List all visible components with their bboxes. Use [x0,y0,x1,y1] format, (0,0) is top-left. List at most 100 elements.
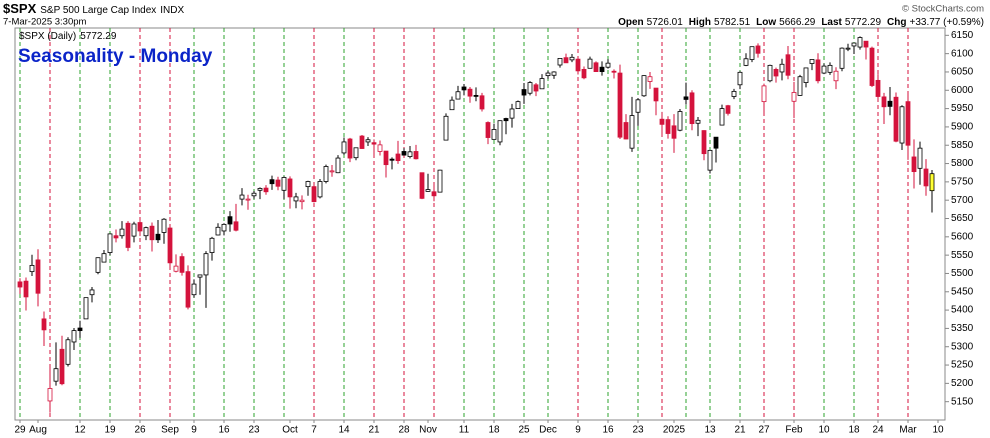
candle-body [515,101,521,109]
y-tick-label: 5300 [951,341,974,352]
candle-body [29,264,35,273]
candle-body [791,92,797,102]
candle-body [53,368,59,382]
candle-body [227,216,233,225]
candle-body [803,67,809,83]
candle-body [335,157,341,174]
x-tick-label: 28 [398,425,410,436]
candle-body [833,70,839,82]
x-tick-label: 26 [134,425,146,436]
candle-body [167,227,173,264]
candle-body [527,82,533,94]
candle-body [329,170,335,173]
x-tick-label: Mar [899,425,917,436]
candle-body [707,149,713,171]
candle-body [419,172,425,199]
candle-body [809,59,815,64]
candle-body [365,139,371,143]
candle-body [473,95,479,97]
candle-body [35,259,41,294]
candle-body [821,65,827,74]
candle-body [203,253,209,276]
candle-body [101,253,107,263]
x-tick-label: Nov [419,425,437,436]
candle-body [173,265,179,272]
candle-body [623,122,629,140]
y-tick-label: 5850 [951,140,974,151]
x-tick-label: 10 [932,425,944,436]
candle-body [287,178,293,198]
candle-body [773,68,779,77]
candle-body [785,54,791,76]
candle-body [485,122,491,138]
y-tick-label: 6150 [951,30,974,41]
candle-body [509,108,515,119]
candle-body [545,72,551,77]
candle-body [443,115,449,141]
candle-body [761,85,767,103]
candle-body [221,223,227,232]
candle-body [347,138,353,159]
y-tick-label: 5400 [951,305,974,316]
candle-body [239,194,245,200]
candle-body [383,150,389,166]
chg-value: +33.77 (+0.59%) [910,17,985,28]
candle-body [17,281,23,288]
candle-body [665,119,671,134]
x-tick-label: 23 [248,425,260,436]
candle-body [635,99,641,113]
candle-body [767,64,773,82]
candle-body [491,129,497,140]
candle-body [611,70,617,73]
candle-body [905,101,911,146]
candle-body [161,218,167,233]
legend: $SPX (Daily) 5772.29 [19,31,117,42]
candle-body [215,226,221,236]
candle-body [293,196,299,202]
candle-body [605,62,611,68]
candle-body [695,119,701,124]
candle-body [683,96,689,100]
high-value: 5782.51 [714,17,751,28]
candle-body [647,76,653,82]
candle-body [671,125,677,139]
legend-last: 5772.29 [80,31,117,42]
x-tick-label: 29 [14,425,26,436]
x-tick-label: 9 [575,425,581,436]
x-tick-label: 27 [758,425,770,436]
y-tick-label: 6000 [951,85,974,96]
candle-body [401,151,407,156]
x-tick-label: 16 [218,425,230,436]
candle-body [731,90,737,97]
candle-body [581,68,587,79]
x-tick-label: 23 [632,425,644,436]
candle-body [737,71,743,86]
candle-body [719,108,725,126]
candle-body [137,222,143,232]
candle-body [659,118,665,125]
y-tick-label: 5500 [951,268,974,279]
candle-body [83,297,89,320]
candle-body [395,153,401,162]
candle-body [845,47,851,50]
y-tick-label: 5650 [951,213,974,224]
candle-body [437,169,443,193]
candle-body [95,257,101,273]
x-tick-label: Dec [539,425,557,436]
y-tick-label: 5550 [951,250,974,261]
candle-body [65,339,71,365]
candle-body [299,199,305,203]
candle-body [449,99,455,111]
candle-body [311,186,317,203]
y-tick-label: 5450 [951,286,974,297]
candle-body [359,135,365,149]
candle-body [323,166,329,182]
x-tick-label: 21 [734,425,746,436]
candle-body [425,189,431,192]
candle-body [479,95,485,110]
candle-body [521,89,527,96]
candle-body [869,47,875,86]
x-tick-label: 18 [848,425,860,436]
candle-body [59,348,65,385]
x-tick-label: 7 [311,425,317,436]
